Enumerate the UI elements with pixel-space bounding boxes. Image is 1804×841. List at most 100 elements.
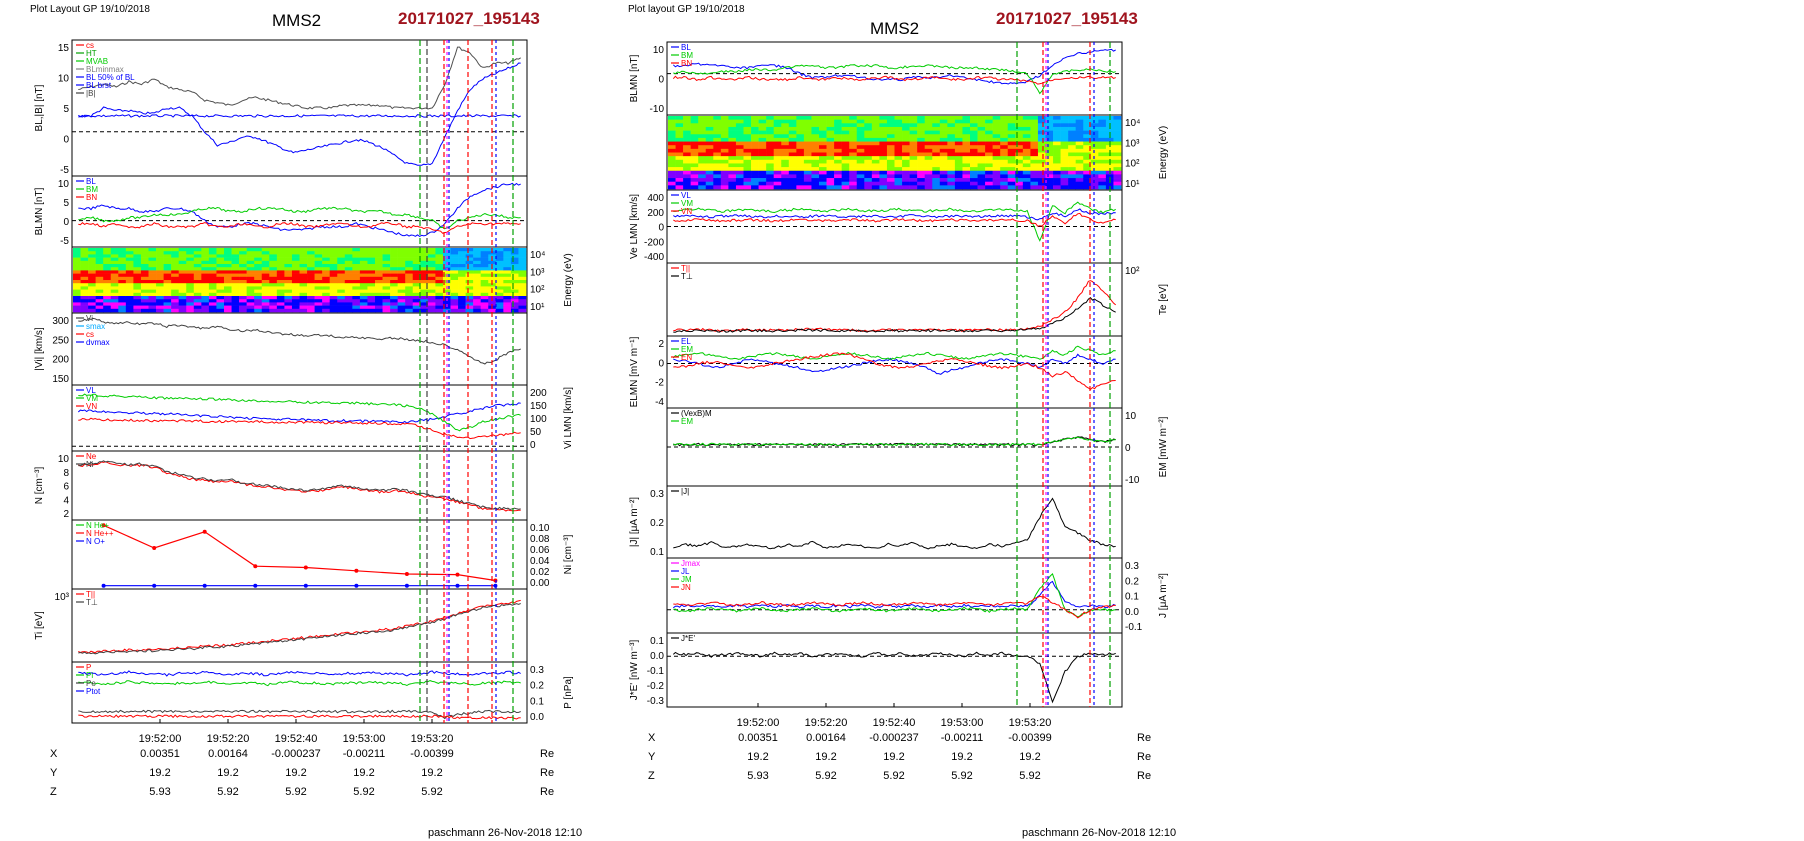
- spectrogram-cell: [1053, 130, 1061, 135]
- spectrogram-cell: [773, 119, 782, 124]
- spectrogram-cell: [1015, 156, 1024, 161]
- tick-label: 200: [647, 208, 664, 219]
- spectrogram-cell: [156, 276, 164, 281]
- spectrogram-cell: [80, 296, 89, 300]
- spectrogram-cell: [103, 280, 112, 284]
- spectrogram-cell: [1075, 174, 1084, 179]
- spectrogram-cell: [970, 137, 978, 142]
- spectrogram-cell: [133, 270, 142, 274]
- spectrogram-cell: [344, 270, 353, 274]
- panel-ylabel: BL,|B| [nT]: [34, 84, 45, 131]
- legend-entry: VL: [86, 386, 96, 395]
- spectrogram-cell: [698, 134, 707, 139]
- spectrogram-cell: [683, 159, 691, 164]
- spectrogram-cell: [728, 130, 737, 135]
- spectrogram-cell: [465, 248, 474, 252]
- spectrogram-cell: [367, 276, 376, 281]
- spectrogram-cell: [193, 264, 202, 268]
- spectrogram-cell: [886, 134, 895, 139]
- ephemeris-value: -0.000237: [271, 748, 321, 760]
- spectrogram-cell: [1068, 119, 1076, 124]
- spectrogram-cell: [1068, 174, 1076, 179]
- legend-entry: BL brst: [86, 81, 112, 90]
- spectrogram-cell: [224, 273, 232, 278]
- spectrogram-cell: [841, 178, 850, 182]
- spectrogram-cell: [435, 299, 444, 303]
- spectrogram-cell: [193, 296, 202, 300]
- spectrogram-cell: [201, 273, 210, 278]
- spectrogram-cell: [962, 137, 971, 142]
- spectrogram-cell: [705, 174, 714, 179]
- spectrogram-cell: [375, 289, 383, 294]
- spectrogram-cell: [254, 248, 263, 252]
- spectrogram-cell: [224, 260, 232, 265]
- series-point: [101, 523, 106, 528]
- spectrogram-cell: [503, 305, 512, 310]
- spectrogram-cell: [864, 137, 873, 142]
- spectrogram-cell: [390, 283, 398, 287]
- spectrogram-cell: [307, 302, 315, 306]
- spectrogram-cell: [231, 248, 240, 252]
- spectrogram-cell: [1015, 148, 1024, 153]
- ephemeris-value: -0.00211: [343, 748, 386, 760]
- spectrogram-cell: [480, 248, 489, 252]
- spectrogram-cell: [766, 167, 774, 172]
- spectrogram-cell: [1000, 152, 1009, 157]
- panel-frame: [666, 262, 1123, 337]
- spectrogram-cell: [73, 248, 81, 252]
- spectrogram-cell: [1053, 119, 1061, 124]
- spectrogram-cell: [713, 141, 722, 146]
- spectrogram-cell: [1030, 148, 1039, 153]
- spectrogram-cell: [766, 130, 774, 135]
- spectrogram-cell: [781, 178, 790, 182]
- panel-ylabel: Ni [cm⁻³]: [563, 534, 574, 574]
- spectrogram-cell: [1060, 185, 1069, 190]
- spectrogram-cell: [1007, 167, 1016, 172]
- spectrogram-cell: [163, 280, 172, 284]
- spectrogram-cell: [1083, 163, 1092, 168]
- spectrogram-cell: [246, 308, 255, 313]
- spectrogram-cell: [337, 260, 346, 265]
- spectrogram-cell: [690, 148, 699, 153]
- spectrogram-cell: [796, 145, 805, 150]
- spectrogram-cell: [977, 156, 986, 161]
- spectrogram-cell: [1068, 126, 1076, 131]
- spectrogram-cell: [758, 178, 767, 182]
- spectrogram-cell: [80, 267, 89, 271]
- spectrogram-cell: [231, 308, 240, 313]
- spectrogram-cell: [1007, 174, 1016, 179]
- spectrogram-cell: [977, 145, 986, 150]
- spectrogram-cell: [939, 145, 948, 150]
- spectrogram-cell: [1045, 167, 1054, 172]
- spectrogram-cell: [246, 305, 255, 310]
- spectrogram-cell: [208, 280, 217, 284]
- spectrogram-cell: [668, 116, 676, 120]
- spectrogram-cell: [932, 148, 941, 153]
- spectrogram-cell: [291, 264, 300, 268]
- spectrogram-cell: [985, 156, 993, 161]
- spectrogram-cell: [720, 145, 729, 150]
- spectrogram-cell: [1045, 141, 1054, 146]
- spectrogram-cell: [735, 167, 744, 172]
- spectrogram-cell: [269, 292, 278, 297]
- spectrogram-cell: [118, 276, 127, 281]
- spectrogram-cell: [291, 296, 300, 300]
- spectrogram-cell: [359, 251, 368, 255]
- spectrogram-cell: [110, 251, 119, 255]
- spectrogram-cell: [427, 289, 436, 294]
- spectrogram-cell: [1060, 152, 1069, 157]
- spectrogram-cell: [879, 123, 888, 128]
- panel-ylabel: Ve LMN [km/s]: [629, 194, 640, 259]
- spectrogram-cell: [518, 308, 527, 313]
- spectrogram-cell: [503, 260, 512, 265]
- spectrogram-cell: [977, 170, 986, 175]
- spectrogram-cell: [95, 283, 104, 287]
- spectrogram-cell: [359, 248, 368, 252]
- legend-entry: Ptot: [86, 687, 101, 696]
- spectrogram-cell: [1053, 185, 1061, 190]
- spectrogram-cell: [1060, 137, 1069, 142]
- spectrogram-cell: [435, 302, 444, 306]
- spectrogram-cell: [178, 260, 187, 265]
- spectrogram-cell: [970, 178, 978, 182]
- spectrogram-cell: [1060, 156, 1069, 161]
